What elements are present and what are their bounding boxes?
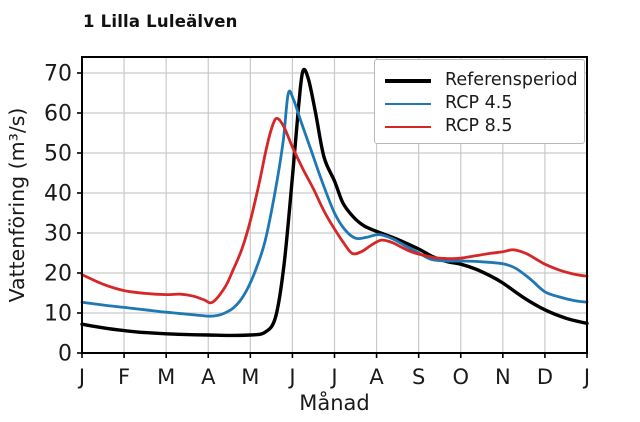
x-axis-label: Månad: [299, 390, 370, 415]
legend-line-swatch: [385, 79, 431, 83]
x-tick-label: J: [329, 365, 337, 389]
y-tick-label: 10: [44, 302, 72, 327]
y-axis-label: Vattenföring (m³/s): [5, 108, 29, 303]
legend-label: RCP 4.5: [445, 93, 513, 114]
x-tick-label: M: [241, 365, 259, 389]
chart-title: 1 Lilla Luleälven: [83, 12, 238, 31]
legend-label: Referensperiod: [445, 70, 578, 91]
x-tick-label: A: [201, 365, 216, 389]
x-tick-label: D: [537, 365, 553, 389]
y-tick-label: 30: [44, 222, 72, 247]
x-tick-label: N: [495, 365, 511, 389]
legend-label: RCP 8.5: [445, 116, 513, 137]
legend: Referensperiod RCP 4.5 RCP 8.5: [374, 59, 585, 144]
y-tick-label: 50: [44, 142, 72, 167]
x-tick-label: J: [77, 365, 85, 389]
legend-item: RCP 8.5: [385, 116, 584, 138]
x-tick-label: M: [157, 365, 175, 389]
series-line-rcp-4-5: [80, 89, 589, 318]
x-tick-label: F: [118, 365, 130, 389]
x-tick-label: A: [369, 365, 384, 389]
y-tick-label: 70: [44, 62, 72, 87]
y-tick-label: 40: [44, 182, 72, 207]
y-tick-label: 0: [58, 342, 72, 367]
x-tick-label: O: [452, 365, 469, 389]
series-line-rcp-8-5: [80, 116, 589, 305]
x-tick-label: J: [287, 365, 295, 389]
legend-line-swatch: [385, 102, 431, 106]
x-tick-label: J: [582, 365, 590, 389]
legend-item: RCP 4.5: [385, 93, 584, 115]
series-line-referensperiod: [80, 67, 589, 338]
x-tick-label: S: [412, 365, 425, 389]
y-tick-label: 60: [44, 102, 72, 127]
legend-line-swatch: [385, 125, 431, 129]
y-tick-label: 20: [44, 262, 72, 287]
legend-item: Referensperiod: [385, 70, 584, 92]
